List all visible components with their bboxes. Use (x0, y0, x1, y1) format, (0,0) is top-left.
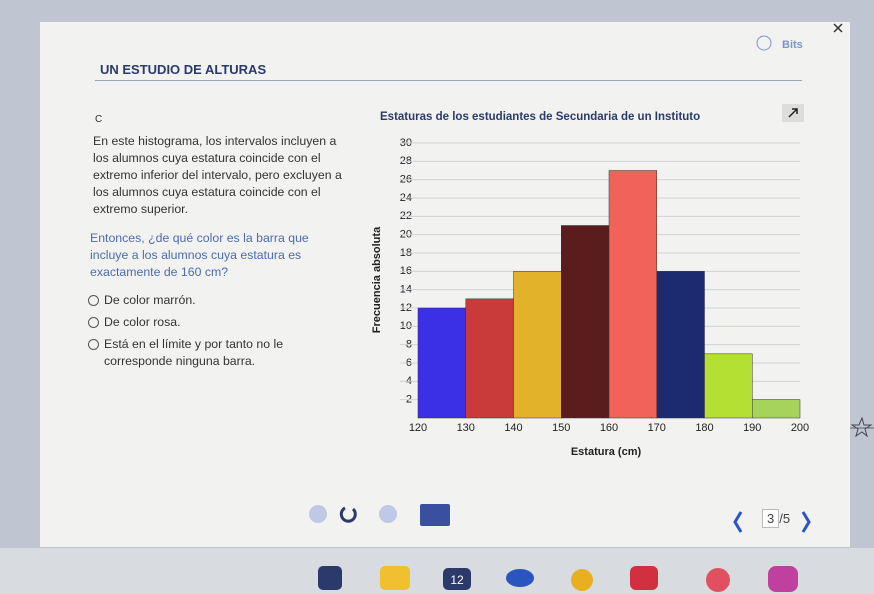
radio[interactable] (88, 339, 99, 350)
x-tick-label: 170 (648, 422, 666, 434)
app-panel (40, 22, 850, 547)
option-text[interactable]: De color rosa. (104, 315, 181, 329)
bar (704, 353, 753, 419)
x-tick-label: 190 (743, 422, 761, 434)
option[interactable]: De color rosa. (88, 314, 318, 331)
x-tick-label: 200 (791, 422, 809, 434)
bar (752, 399, 801, 419)
check-icon[interactable] (420, 504, 450, 526)
taskbar (0, 548, 874, 594)
title-rule (95, 80, 802, 81)
radio[interactable] (88, 317, 99, 328)
prev-arrow[interactable] (733, 511, 743, 533)
camera-icon[interactable] (630, 566, 658, 590)
chart-title: Estaturas de los estudiantes de Secundar… (380, 111, 700, 123)
brand: Bits (782, 39, 803, 51)
x-tick-label: 140 (504, 422, 522, 434)
page-title: UN ESTUDIO DE ALTURAS (100, 62, 267, 77)
logo (756, 35, 772, 51)
y-axis-label: Frecuencia absoluta (371, 226, 383, 333)
x-tick-label: 160 (600, 422, 618, 434)
x-tick-label: 150 (552, 422, 570, 434)
question-text: En este histograma, los intervalos inclu… (93, 134, 342, 216)
next-arrow[interactable] (801, 511, 811, 533)
radio[interactable] (88, 295, 99, 306)
browser-icon[interactable] (571, 569, 593, 591)
page-total: /5 (779, 511, 791, 526)
undo-icon[interactable] (339, 506, 357, 523)
app-icon[interactable] (318, 566, 342, 590)
hand-icon[interactable] (309, 505, 327, 523)
pager: 3/5 (762, 509, 791, 528)
bar (656, 271, 705, 419)
insta-icon[interactable] (768, 566, 798, 592)
calendar-icon[interactable]: 12 (443, 568, 471, 590)
x-tick-label: 130 (457, 422, 475, 434)
page-current: 3 (762, 509, 780, 528)
question-prompt: Entonces, ¿de qué color es la barra que … (90, 231, 309, 279)
star-icon[interactable] (850, 416, 873, 438)
question-label: C (95, 114, 103, 125)
flower-icon[interactable] (706, 568, 730, 592)
bar (608, 170, 657, 419)
x-tick-label: 120 (409, 422, 427, 434)
bar (561, 225, 610, 419)
bar (417, 307, 466, 419)
folder-icon[interactable] (380, 566, 410, 590)
bar (465, 298, 514, 419)
option-text[interactable]: De color marrón. (104, 293, 196, 307)
close-icon[interactable] (833, 23, 843, 33)
chat-icon[interactable] (379, 505, 397, 523)
chat-app-icon[interactable] (506, 569, 534, 587)
bar (513, 271, 562, 419)
option[interactable]: Está en el límite y por tanto no le corr… (88, 336, 318, 370)
x-axis-label: Estatura (cm) (571, 446, 642, 458)
x-tick-label: 180 (695, 422, 713, 434)
option[interactable]: De color marrón. (88, 292, 318, 309)
expand-arrow (788, 108, 798, 118)
icons (309, 23, 874, 592)
option-text[interactable]: Está en el límite y por tanto no le corr… (104, 337, 284, 368)
